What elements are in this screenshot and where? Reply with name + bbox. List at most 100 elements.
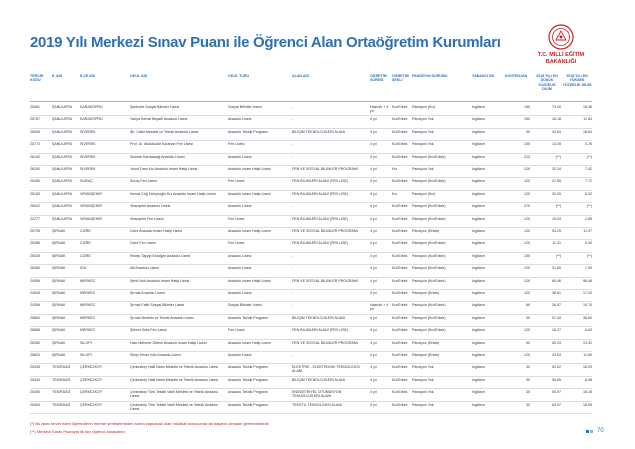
table-cell: Kız/Erkek — [392, 377, 408, 382]
table-cell: 26293 — [30, 167, 40, 171]
table-cell: İngilizce — [472, 191, 485, 196]
table-cell: 30 — [526, 402, 530, 407]
table-cell: Sosyal Bilimler Lisesi — [228, 105, 262, 109]
row-line — [30, 251, 592, 253]
table-cell: 25481 — [30, 105, 40, 109]
table-cell: Şehit Nuh Anadolu İmam Hatip Lisesi — [130, 278, 190, 283]
table-cell: İngilizce — [472, 291, 485, 295]
table-cell: Pansiyon Yok — [412, 167, 434, 171]
table-cell: - — [292, 105, 294, 109]
table-cell: İngilizce — [472, 167, 485, 171]
row-line — [30, 239, 592, 241]
table-cell: 16.09 — [583, 365, 592, 370]
table-cell: ŞIRNAK — [52, 328, 66, 333]
column-header: OKUL ADI — [130, 74, 148, 78]
table-cell: Pansiyon (Kız/Erkek) — [412, 241, 446, 246]
table-cell: ŞANLIURFA — [52, 154, 72, 159]
table-cell: 120 — [524, 167, 530, 171]
table-cell: Anadolu İmam Hatip Lisesi — [228, 191, 271, 196]
table-cell: 18.55 — [583, 402, 592, 407]
table-cell: ŞANLIURFA — [52, 179, 72, 184]
table-cell: 25434 — [30, 377, 40, 382]
row-line — [30, 363, 592, 365]
table-cell: 150 — [524, 253, 530, 258]
table-cell: 4 yıl — [370, 216, 377, 221]
table-cell: 25435 — [30, 365, 40, 370]
table-cell: İngilizce — [472, 154, 485, 159]
table-cell: SİVEREK — [80, 129, 96, 134]
table-cell: 60 — [526, 303, 530, 308]
table-cell: Kız/Erkek — [392, 105, 408, 109]
table-cell: 4 yıl — [370, 167, 377, 171]
table-cell: 4 yıl — [370, 266, 377, 271]
table-cell: 30 — [526, 365, 530, 370]
column-header: OKUL TÜRÜ — [228, 74, 250, 78]
table-cell: İngilizce — [472, 179, 485, 184]
table-cell: 15.27 — [552, 328, 561, 333]
row-line — [30, 326, 592, 328]
table-cell: 26028 — [30, 253, 40, 258]
table-cell: ÇERKEZKÖY — [80, 365, 103, 370]
table-cell: 120 — [524, 278, 530, 283]
table-cell: 120 — [524, 191, 530, 196]
table-cell: KARAKÖPRÜ — [80, 105, 103, 109]
table-cell: ŞANLIURFA — [52, 142, 72, 147]
table-cell: Kız/Erkek — [392, 266, 408, 271]
table-cell: İngilizce — [472, 365, 485, 370]
table-cell: 21.60 — [552, 266, 561, 271]
table-cell: Fen Lisesi — [228, 179, 245, 184]
table-cell: TEKİRDAĞ — [52, 365, 71, 370]
row-line — [30, 400, 592, 402]
table-cell: 25795 — [30, 229, 40, 233]
table-cell: 57.44 — [552, 315, 561, 320]
table-cell: FEN VE SOSYAL BİLİMLER PROGRAMI — [292, 340, 358, 345]
table-cell: İngilizce — [472, 105, 485, 109]
table-cell: 54.97 — [552, 390, 561, 395]
table-cell: Yusuf Dam Kız Anadolu İmam Hatip Lisesi — [130, 167, 198, 171]
row-line — [30, 214, 592, 216]
table-cell: BİLİŞİM TEKNOLOJİLERİ ALANI — [292, 129, 345, 134]
row-line — [30, 413, 592, 414]
column-header: İL ADI — [52, 74, 63, 78]
table-cell: ÇERKEZKÖY — [80, 390, 103, 395]
row-line — [30, 115, 592, 117]
table-cell: ŞIRNAK — [52, 278, 66, 283]
table-cell: Pansiyon (Kız/Erkek) — [412, 216, 446, 221]
table-cell: İdil Anadolu Lisesi — [130, 266, 159, 271]
table-cell: 10.70 — [583, 303, 592, 308]
table-cell: (**) — [586, 253, 592, 258]
row-line — [30, 388, 592, 390]
row-line — [30, 227, 592, 228]
table-cell: 4 yıl — [370, 353, 377, 357]
table-cell: 50.24 — [552, 340, 561, 345]
table-cell: 11.80 — [583, 353, 592, 357]
footnote: (**) Merkezi Sınav Puanıyla ilk kez öğre… — [30, 429, 126, 434]
table-cell: 8.48 — [585, 377, 592, 382]
table-cell: Pansiyon (Kız/Erkek) — [412, 303, 446, 308]
table-cell: 7.72 — [585, 179, 592, 184]
table-cell: Pansiyon Yok — [412, 129, 434, 134]
table-cell: FEN VE SOSYAL BİLİMLER PROGRAMI — [292, 278, 358, 283]
table-cell: ŞIRNAK — [52, 315, 66, 320]
table-cell: 25455 — [30, 390, 40, 395]
table-cell: Yahya Kemal Beyatlı Anadolu Lisesi — [130, 117, 188, 122]
table-cell: 24956 — [30, 278, 40, 283]
column-header: 2018 YILI EN YÜKSEK YÜZDELİK DİLİM — [562, 74, 592, 87]
table-cell: 60.46 — [552, 278, 561, 283]
table-cell: Pansiyon (Kız/Erkek) — [412, 179, 446, 184]
table-cell: - — [292, 303, 294, 308]
table-cell: Fen Lisesi — [228, 328, 245, 333]
table-cell: ELEKTRİK - ELEKTRONİK TEKNOLOJİSİ ALANI — [292, 365, 360, 374]
table-cell: 38.60 — [583, 315, 592, 320]
table-cell: 26.97 — [552, 303, 561, 308]
table-cell: Anadolu Lisesi — [228, 117, 252, 122]
table-cell: (**) — [555, 204, 561, 209]
table-cell: BİLİŞİM TEKNOLOJİLERİ ALANI — [292, 315, 345, 320]
table-cell: Şöhret Gıfta Fen Lisesi — [130, 328, 167, 333]
table-cell: 120 — [524, 291, 530, 295]
table-cell: Anadolu Teknik Programı — [228, 315, 269, 320]
table-cell: - — [292, 117, 294, 122]
table-cell: Pansiyon (Kız/Erkek) — [412, 253, 446, 258]
table-cell: FEN BİLİMLERİ ALANI (FEN LİSE) — [292, 216, 349, 221]
table-cell: 90 — [526, 340, 530, 345]
